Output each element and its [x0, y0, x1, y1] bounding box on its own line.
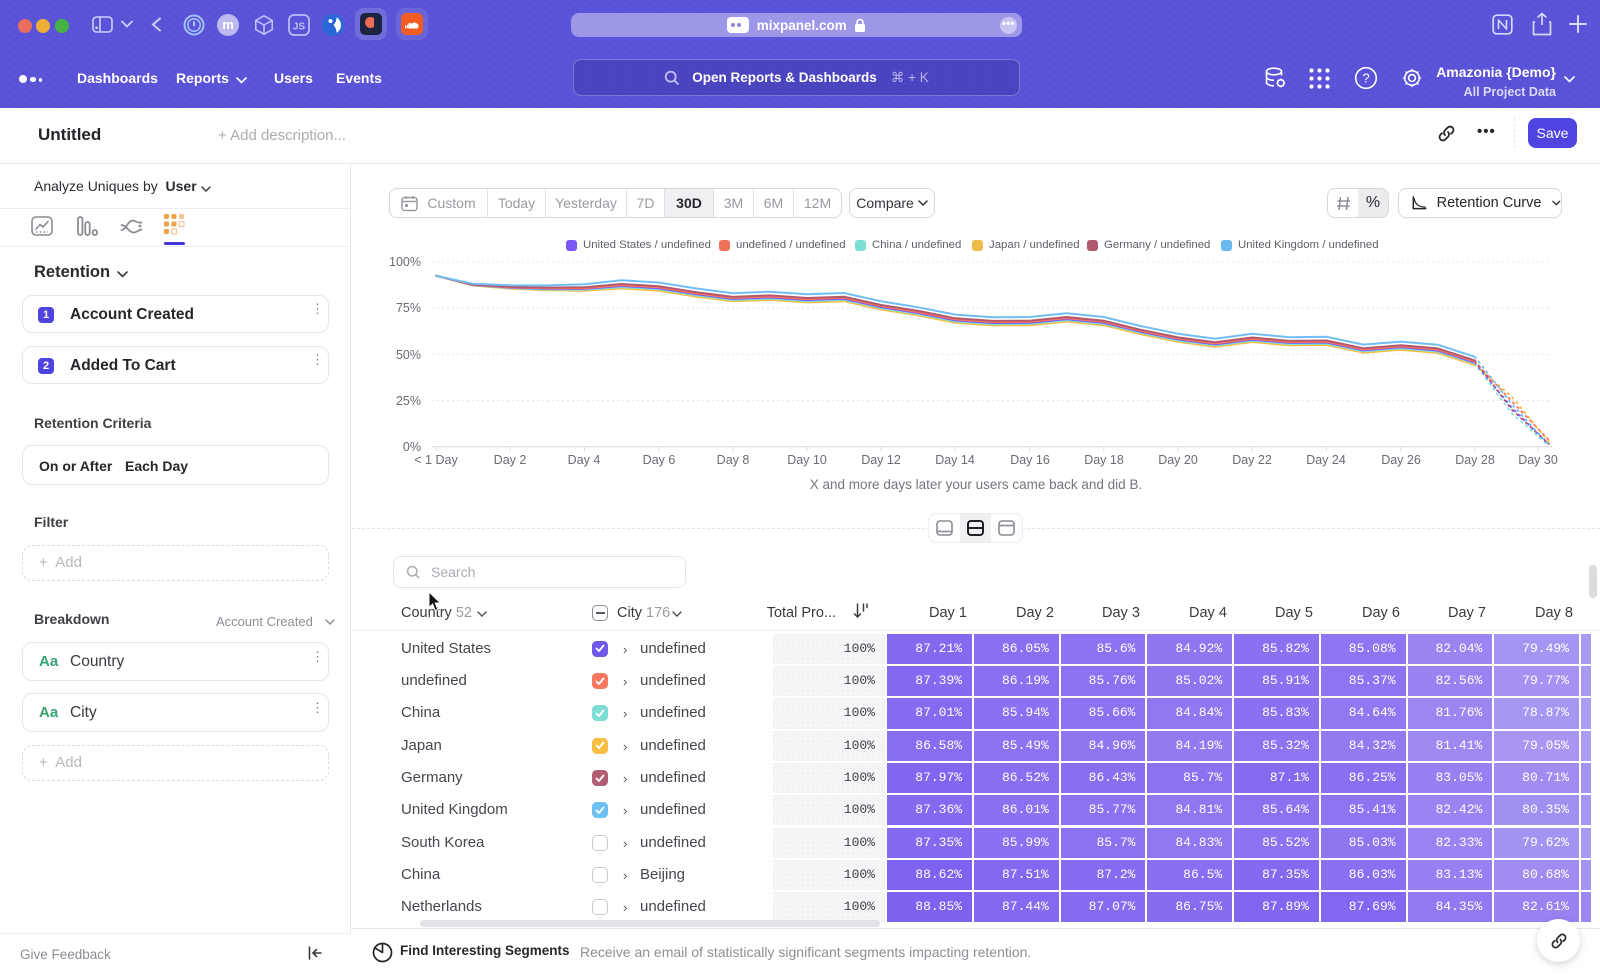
svg-text:50%: 50% [396, 348, 421, 362]
svg-text:75%: 75% [396, 301, 421, 315]
svg-text:Day 20: Day 20 [1158, 453, 1198, 467]
svg-text:Day 18: Day 18 [1084, 453, 1124, 467]
svg-text:?: ? [1362, 71, 1369, 86]
svg-text:Day 8: Day 8 [717, 453, 750, 467]
svg-text:< 1 Day: < 1 Day [414, 453, 458, 467]
svg-text:Day 22: Day 22 [1232, 453, 1272, 467]
svg-text:JS: JS [293, 22, 306, 33]
svg-text:100%: 100% [389, 255, 421, 269]
svg-text:Day 16: Day 16 [1010, 453, 1050, 467]
svg-text:Day 4: Day 4 [568, 453, 601, 467]
svg-text:Day 14: Day 14 [935, 453, 975, 467]
svg-text:Day 28: Day 28 [1455, 453, 1495, 467]
svg-text:Day 26: Day 26 [1381, 453, 1421, 467]
svg-text:Day 2: Day 2 [494, 453, 527, 467]
svg-text:Day 24: Day 24 [1306, 453, 1346, 467]
svg-text:25%: 25% [396, 394, 421, 408]
svg-text:Day 6: Day 6 [643, 453, 676, 467]
svg-text:Day 12: Day 12 [861, 453, 901, 467]
svg-text:0%: 0% [403, 440, 421, 454]
svg-text:Day 30: Day 30 [1518, 453, 1558, 467]
svg-text:Day 10: Day 10 [787, 453, 827, 467]
